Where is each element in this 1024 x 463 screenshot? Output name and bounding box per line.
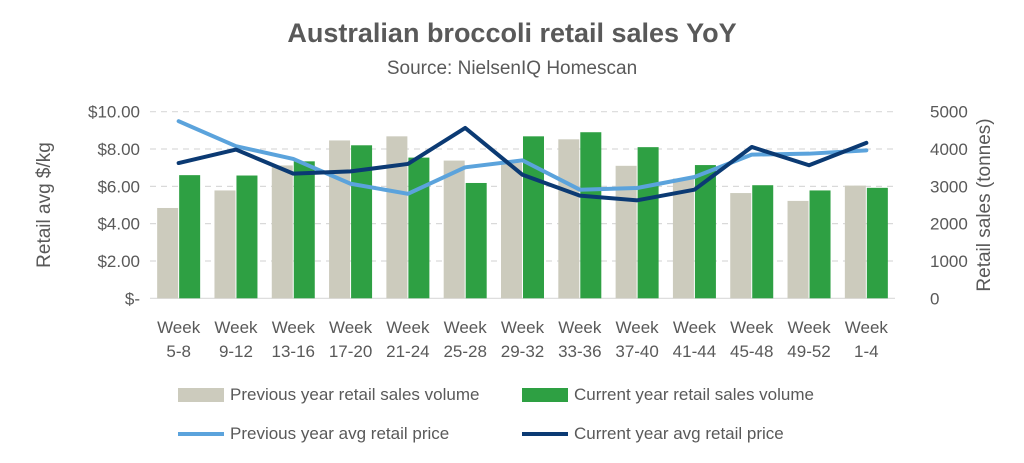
x-tick-label: 49-52 (787, 342, 830, 361)
x-tick-label: 33-36 (558, 342, 601, 361)
bar-previous-year-volume (615, 165, 637, 299)
y-left-tick-label: $- (125, 289, 140, 308)
x-tick-label: Week (787, 318, 831, 337)
x-tick-label: Week (329, 318, 373, 337)
bar-previous-year-volume (386, 136, 408, 299)
bar-previous-year-volume (329, 140, 351, 299)
bar-current-year-volume (293, 161, 315, 299)
x-tick-label: Week (730, 318, 774, 337)
x-tick-label: Week (501, 318, 545, 337)
x-tick-label: 25-28 (443, 342, 486, 361)
y-left-axis-label: Retail avg $/kg (34, 142, 55, 268)
y-right-tick-label: 5000 (930, 103, 968, 122)
x-tick-label: 29-32 (501, 342, 544, 361)
x-tick-label: Week (386, 318, 430, 337)
bar-current-year-volume (637, 147, 659, 299)
chart-title: Australian broccoli retail sales YoY (287, 18, 737, 48)
bar-previous-year-volume (214, 190, 236, 299)
x-tick-label: 45-48 (730, 342, 773, 361)
legend-label: Previous year avg retail price (230, 424, 450, 443)
x-tick-label: 13-16 (272, 342, 315, 361)
bar-current-year-volume (694, 165, 716, 299)
line-previous-year-price (176, 119, 869, 196)
x-tick-label: 21-24 (386, 342, 429, 361)
x-tick-label: 41-44 (673, 342, 716, 361)
x-tick-label: Week (272, 318, 316, 337)
bar-current-year-volume (580, 132, 602, 299)
x-tick-label: Week (616, 318, 660, 337)
bar-current-year-volume (752, 185, 774, 299)
legend-swatch (178, 388, 224, 402)
x-tick-label: Week (157, 318, 201, 337)
x-tick-label: Week (673, 318, 717, 337)
x-tick-label: Week (845, 318, 889, 337)
bar-previous-year-volume (558, 139, 580, 299)
bar-current-year-volume (809, 190, 831, 299)
legend-label: Previous year retail sales volume (230, 385, 480, 404)
bar-previous-year-volume (730, 193, 752, 299)
bar-previous-year-volume (271, 165, 293, 299)
x-tick-label: Week (558, 318, 602, 337)
bar-previous-year-volume (501, 162, 522, 299)
chart-subtitle: Source: NielsenIQ Homescan (386, 58, 638, 79)
legend-item-cur-volume: Current year retail sales volume (522, 385, 814, 405)
bar-current-year-volume (465, 182, 487, 299)
y-left-tick-label: $6.00 (97, 177, 140, 196)
y-right-tick-label: 1000 (930, 252, 968, 271)
y-left-tick-label: $2.00 (97, 252, 140, 271)
x-tick-label: Week (214, 318, 258, 337)
y-right-tick-label: 4000 (930, 140, 968, 159)
y-right-tick-label: 2000 (930, 215, 968, 234)
legend-swatch (522, 432, 568, 436)
bar-current-year-volume (236, 175, 258, 299)
y-left-tick-label: $4.00 (97, 215, 140, 234)
bar-current-year-volume (408, 157, 430, 299)
x-tick-label: 9-12 (219, 342, 253, 361)
bar-previous-year-volume (844, 185, 866, 299)
x-tick-label: 17-20 (329, 342, 372, 361)
legend-swatch (522, 388, 568, 402)
bar-previous-year-volume (787, 200, 809, 299)
y-right-tick-label: 3000 (930, 177, 968, 196)
bar-current-year-volume (179, 175, 201, 299)
x-tick-label: 37-40 (615, 342, 658, 361)
legend-item-prev-price: Previous year avg retail price (178, 424, 449, 444)
legend-label: Current year retail sales volume (574, 385, 814, 404)
legend-label: Current year avg retail price (574, 424, 784, 443)
x-tick-label: Week (444, 318, 488, 337)
line-current-year-price (176, 125, 869, 203)
y-left-tick-label: $8.00 (97, 140, 140, 159)
y-right-axis-label: Retail sales (tonnes) (974, 118, 995, 291)
x-tick-label: 5-8 (166, 342, 191, 361)
y-left-tick-label: $10.00 (88, 103, 140, 122)
bar-previous-year-volume (672, 178, 694, 299)
x-tick-label: 1-4 (854, 342, 879, 361)
bar-previous-year-volume (443, 160, 465, 299)
legend-swatch (178, 432, 224, 436)
bar-previous-year-volume (157, 207, 179, 299)
bar-current-year-volume (866, 187, 888, 299)
y-right-tick-label: 0 (930, 289, 939, 308)
legend-item-cur-price: Current year avg retail price (522, 424, 784, 444)
legend-item-prev-volume: Previous year retail sales volume (178, 385, 479, 405)
